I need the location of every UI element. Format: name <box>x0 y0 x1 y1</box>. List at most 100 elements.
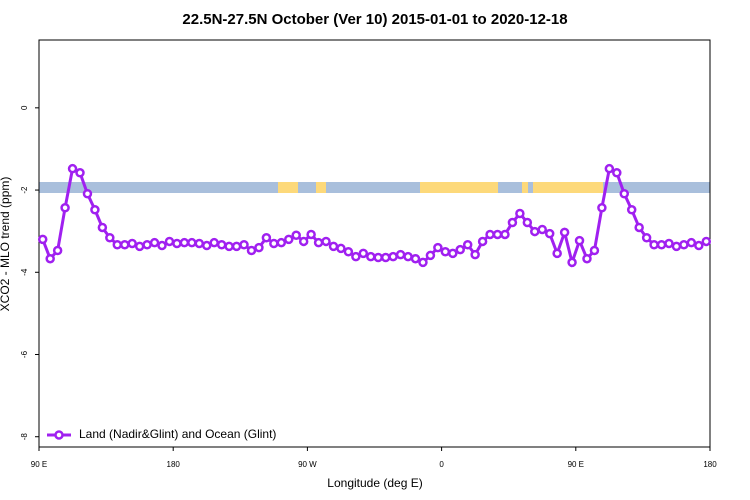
data-point <box>522 217 533 228</box>
data-point <box>269 238 279 249</box>
data-point <box>597 202 607 213</box>
data-point <box>433 242 443 253</box>
data-point <box>313 237 324 248</box>
data-point <box>336 243 346 254</box>
data-point <box>343 246 354 257</box>
data-point <box>656 239 667 250</box>
data-point <box>45 253 55 264</box>
data-point <box>567 257 577 268</box>
data-point <box>202 240 212 251</box>
data-point <box>149 237 160 248</box>
data-point <box>403 251 413 262</box>
data-point <box>284 234 294 245</box>
legend-label: Land (Nadir&Glint) and Ocean (Glint) <box>79 427 276 441</box>
data-point <box>187 237 197 248</box>
data-point <box>37 234 48 245</box>
data-point <box>239 239 249 250</box>
data-point <box>410 253 421 264</box>
data-point <box>612 168 622 178</box>
data-point <box>462 239 473 250</box>
data-point <box>418 257 428 268</box>
x-axis-label: Longitude (deg E) <box>327 476 422 490</box>
land-segment <box>533 182 603 193</box>
data-point <box>671 241 682 252</box>
data-point <box>664 238 674 249</box>
data-point <box>694 240 704 251</box>
data-point <box>619 189 630 199</box>
data-point <box>276 237 287 248</box>
data-point <box>380 252 391 263</box>
data-point <box>440 246 451 257</box>
data-point <box>231 241 242 252</box>
data-point <box>351 251 361 262</box>
data-point <box>52 245 63 256</box>
land-segment <box>420 182 498 193</box>
x-tick-label: 90 W <box>298 460 317 469</box>
data-point <box>507 217 518 228</box>
x-tick-label: 180 <box>167 460 181 469</box>
data-point <box>470 249 480 260</box>
data-point <box>500 229 510 240</box>
data-point <box>589 245 600 256</box>
y-axis-label: XCO2 - MLO trend (ppm) <box>0 177 12 312</box>
data-point <box>649 239 659 250</box>
data-point <box>634 222 644 233</box>
data-point <box>216 239 227 250</box>
data-point <box>254 242 264 253</box>
data-point <box>559 227 570 238</box>
data-point <box>209 237 219 248</box>
y-tick-label: -6 <box>20 350 29 358</box>
land-segment <box>278 182 298 193</box>
y-tick-label: 0 <box>20 105 29 110</box>
data-point <box>626 205 637 215</box>
data-point <box>246 245 257 256</box>
chart-title: 22.5N-27.5N October (Ver 10) 2015-01-01 … <box>182 11 567 28</box>
data-point <box>134 241 145 252</box>
data-point <box>395 249 406 260</box>
data-point <box>306 229 316 240</box>
data-point <box>574 235 585 246</box>
data-point <box>515 208 525 219</box>
data-point <box>455 244 465 255</box>
data-point <box>366 251 376 262</box>
data-point <box>679 239 689 250</box>
data-point <box>82 189 93 199</box>
data-point <box>477 236 488 247</box>
data-point <box>142 239 152 250</box>
data-point <box>448 248 458 259</box>
y-tick-label: -2 <box>20 186 29 194</box>
data-point <box>328 241 339 252</box>
data-point <box>261 232 272 243</box>
data-point <box>298 236 309 247</box>
data-point <box>224 241 234 252</box>
data-point <box>321 236 331 247</box>
data-point <box>701 236 712 247</box>
y-tick-label: -4 <box>20 268 29 276</box>
data-point <box>194 238 205 249</box>
x-tick-label: 90 E <box>31 460 47 469</box>
data-point <box>373 252 383 263</box>
data-point <box>157 240 167 251</box>
data-point <box>127 238 137 249</box>
data-point <box>604 163 615 174</box>
data-point <box>75 168 85 178</box>
data-point <box>641 232 652 243</box>
data-point <box>112 239 123 250</box>
y-tick-label: -8 <box>20 433 29 441</box>
data-point <box>358 248 369 259</box>
data-point <box>425 250 436 261</box>
data-point <box>544 228 555 239</box>
data-point <box>582 253 592 264</box>
data-point <box>537 224 547 235</box>
data-point <box>90 205 100 215</box>
data-point <box>97 222 108 233</box>
x-tick-label: 0 <box>439 460 444 469</box>
data-point <box>67 163 78 174</box>
data-point <box>552 248 562 259</box>
x-tick-label: 180 <box>703 460 717 469</box>
data-point <box>119 239 130 250</box>
land-segment <box>316 182 326 193</box>
data-point <box>291 230 301 241</box>
data-point <box>105 232 115 243</box>
